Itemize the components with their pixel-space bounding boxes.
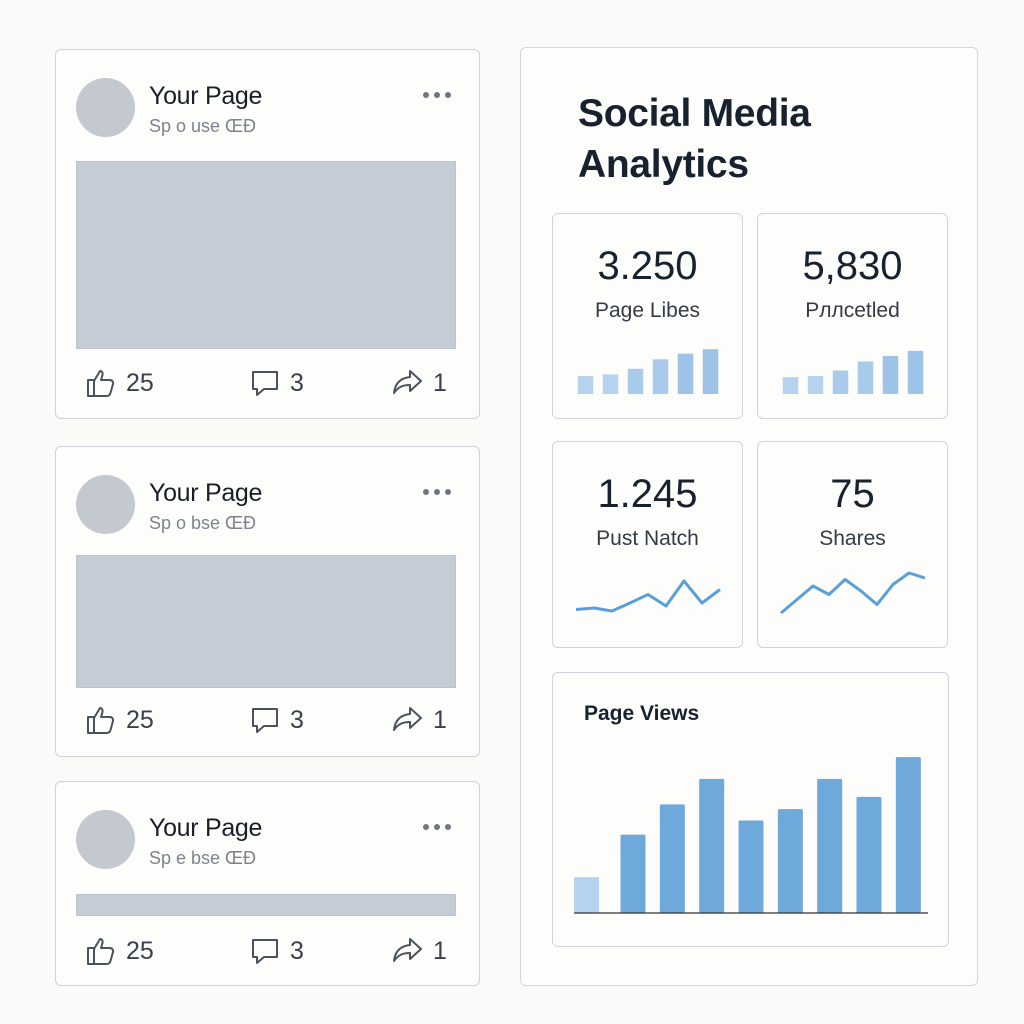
avatar[interactable]: [76, 475, 135, 534]
stat-value: 1.245: [597, 472, 698, 516]
avatar[interactable]: [76, 810, 135, 869]
stat-value: 3.250: [597, 244, 698, 288]
page-views-bar: [777, 809, 803, 913]
stat-mini-chart: [577, 349, 719, 394]
like-button[interactable]: 25: [84, 366, 154, 400]
mini-bar: [907, 350, 924, 394]
stat-label: Page Libes: [594, 299, 701, 322]
like-count: 25: [126, 936, 154, 965]
mini-trend-line: [780, 571, 926, 615]
thumbs-up-icon: [87, 938, 115, 965]
stat-label: Shares: [819, 527, 886, 550]
post-author-name[interactable]: Your Page: [149, 82, 263, 110]
post-subtitle: Sp e bse ŒĐ: [149, 848, 257, 868]
page-views-chart: [574, 757, 928, 914]
post-image-placeholder[interactable]: [76, 161, 456, 349]
share-arrow-icon: [393, 938, 422, 962]
post-image-placeholder[interactable]: [76, 894, 456, 916]
like-button[interactable]: 25: [84, 934, 154, 968]
mini-bar: [832, 370, 849, 394]
comment-count: 3: [290, 705, 304, 734]
page-views-card[interactable]: Page Views: [552, 672, 949, 947]
comment-bubble-icon: [252, 939, 278, 964]
post-card: Your Page Sp o bse ŒĐ 25 3 1: [55, 446, 480, 757]
share-count: 1: [433, 705, 447, 734]
post-author-name[interactable]: Your Page: [149, 814, 263, 842]
post-actions: 25 3 1: [56, 934, 479, 968]
page-views-bar: [699, 778, 725, 913]
mini-bar: [627, 368, 644, 394]
stat-card-shares[interactable]: 75 Shares: [757, 441, 948, 648]
share-button[interactable]: 1: [391, 934, 447, 968]
stat-value: 75: [830, 472, 875, 516]
like-count: 25: [126, 705, 154, 734]
comment-count: 3: [290, 368, 304, 397]
share-count: 1: [433, 936, 447, 965]
post-actions: 25 3 1: [56, 366, 479, 400]
stat-card-reach[interactable]: 5,830 Pллcetled: [757, 213, 948, 419]
stat-value: 5,830: [802, 244, 903, 288]
stat-mini-chart: [780, 571, 926, 615]
mini-bar: [882, 355, 899, 394]
stat-mini-chart: [575, 579, 721, 613]
mini-bar: [677, 353, 694, 394]
comment-button[interactable]: 3: [248, 703, 304, 737]
page-views-bar: [817, 778, 843, 913]
post-card: Your Page Sp o use ŒĐ 25 3 1: [55, 49, 480, 419]
stat-card-page-likes[interactable]: 3.250 Page Libes: [552, 213, 743, 419]
comment-bubble-icon: [252, 708, 278, 733]
comment-button[interactable]: 3: [248, 934, 304, 968]
post-actions: 25 3 1: [56, 703, 479, 737]
more-horizontal-icon[interactable]: [423, 489, 451, 495]
page-views-bar: [574, 877, 599, 913]
stat-label: Pust Natch: [596, 527, 699, 550]
mini-bar: [652, 359, 669, 394]
thumbs-up-icon: [87, 707, 115, 734]
mini-bar: [602, 374, 619, 394]
chart-title: Page Views: [584, 702, 700, 725]
mini-bar: [702, 349, 719, 394]
avatar[interactable]: [76, 78, 135, 137]
post-subtitle: Sp o bse ŒĐ: [149, 513, 257, 533]
mini-trend-line: [575, 579, 721, 613]
like-button[interactable]: 25: [84, 703, 154, 737]
page-views-bar: [895, 757, 921, 913]
mini-bar: [857, 361, 874, 394]
thumbs-up-icon: [87, 370, 115, 397]
page-views-bar: [659, 804, 685, 913]
mini-bar: [782, 377, 799, 394]
share-button[interactable]: 1: [391, 366, 447, 400]
post-author-name[interactable]: Your Page: [149, 479, 263, 507]
comment-bubble-icon: [252, 371, 278, 396]
page-title: Social Media Analytics: [578, 92, 811, 186]
stat-card-post-reach[interactable]: 1.245 Pust Natch: [552, 441, 743, 648]
stat-mini-chart: [782, 350, 924, 394]
post-card: Your Page Sp e bse ŒĐ 25 3 1: [55, 781, 480, 986]
share-count: 1: [433, 368, 447, 397]
share-button[interactable]: 1: [391, 703, 447, 737]
mini-bar: [577, 376, 594, 394]
page-views-bar: [856, 796, 882, 913]
share-arrow-icon: [393, 707, 422, 731]
more-horizontal-icon[interactable]: [423, 824, 451, 830]
share-arrow-icon: [393, 370, 422, 394]
page-views-bar: [620, 834, 646, 913]
comment-count: 3: [290, 936, 304, 965]
comment-button[interactable]: 3: [248, 366, 304, 400]
post-subtitle: Sp o use ŒĐ: [149, 116, 257, 136]
post-image-placeholder[interactable]: [76, 555, 456, 688]
more-horizontal-icon[interactable]: [423, 92, 451, 98]
analytics-panel: Social Media Analytics 3.250 Page Libes …: [520, 47, 978, 986]
mini-bar: [807, 376, 824, 394]
like-count: 25: [126, 368, 154, 397]
stat-label: Pллcetled: [805, 299, 900, 322]
page-views-bar: [738, 820, 764, 913]
